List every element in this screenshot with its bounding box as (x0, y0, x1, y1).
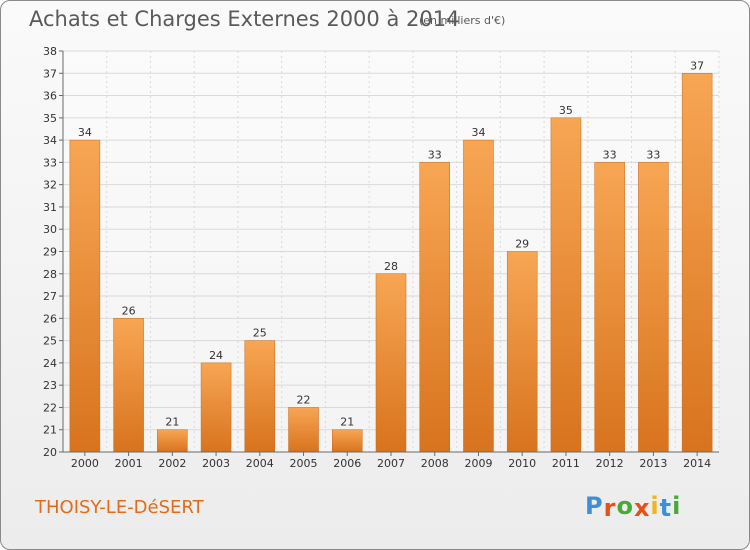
bar-2014 (681, 73, 713, 453)
value-label-2000: 34 (78, 126, 92, 139)
y-tick-label: 27 (43, 290, 57, 303)
value-label-2012: 33 (603, 148, 617, 161)
x-tick-label-2006: 2006 (333, 457, 361, 470)
logo-letter: t (659, 494, 673, 522)
x-tick-label-2002: 2002 (158, 457, 186, 470)
value-label-2002: 21 (165, 416, 179, 429)
value-label-2001: 26 (122, 304, 136, 317)
value-label-2005: 22 (297, 393, 311, 406)
chart-title: Achats et Charges Externes 2000 à 2014 (29, 7, 460, 31)
bar-2003 (200, 362, 232, 453)
bar-2010 (506, 251, 538, 453)
value-label-2007: 28 (384, 260, 398, 273)
x-tick-label-2003: 2003 (202, 457, 230, 470)
y-tick-label: 28 (43, 268, 57, 281)
logo-letter: r (603, 494, 617, 522)
logo-letter: x (633, 494, 651, 522)
x-tick-label-2014: 2014 (683, 457, 711, 470)
y-tick-label: 36 (43, 90, 57, 103)
y-tick-label: 37 (43, 67, 57, 80)
x-tick-label-2000: 2000 (71, 457, 99, 470)
x-tick-label-2005: 2005 (290, 457, 318, 470)
value-label-2014: 37 (690, 59, 704, 72)
value-label-2010: 29 (515, 238, 529, 251)
x-tick-label-2001: 2001 (115, 457, 143, 470)
bar-2013 (638, 162, 669, 453)
logo-letter: P (585, 492, 604, 520)
bar-2009 (463, 139, 494, 453)
bar-2005 (288, 407, 319, 453)
y-tick-label: 33 (43, 156, 57, 169)
x-tick-label-2007: 2007 (377, 457, 405, 470)
x-tick-label-2010: 2010 (508, 457, 536, 470)
bar-2001 (113, 318, 144, 453)
y-tick-label: 20 (43, 446, 57, 459)
value-label-2003: 24 (209, 349, 223, 362)
y-tick-label: 29 (43, 246, 57, 259)
value-label-2004: 25 (253, 327, 267, 340)
x-tick-label-2009: 2009 (464, 457, 492, 470)
x-tick-label-2008: 2008 (421, 457, 449, 470)
y-tick-label: 30 (43, 223, 57, 236)
logo-letter: i (650, 492, 660, 520)
bar-2008 (419, 162, 450, 453)
x-tick-label-2004: 2004 (246, 457, 274, 470)
y-tick-label: 26 (43, 312, 57, 325)
bar-2012 (594, 162, 625, 453)
value-label-2011: 35 (559, 104, 573, 117)
x-tick-label-2013: 2013 (639, 457, 667, 470)
bar-2011 (550, 117, 582, 453)
bar-2000 (69, 139, 101, 453)
x-tick-label-2012: 2012 (596, 457, 624, 470)
y-tick-label: 22 (43, 401, 57, 414)
x-tick-label-2011: 2011 (552, 457, 580, 470)
y-tick-label: 25 (43, 335, 57, 348)
logo-letter: i (672, 492, 682, 520)
chart-unit: (en milliers d'€) (419, 14, 506, 27)
place-name: THOISY-LE-DéSERT (35, 497, 204, 518)
bar-2006 (332, 429, 363, 453)
y-tick-label: 24 (43, 357, 57, 370)
bar-2002 (157, 429, 188, 453)
value-label-2006: 21 (340, 416, 354, 429)
y-tick-label: 23 (43, 379, 57, 392)
y-tick-label: 21 (43, 424, 57, 437)
y-tick-label: 31 (43, 201, 57, 214)
y-tick-label: 32 (43, 179, 57, 192)
value-label-2008: 33 (428, 148, 442, 161)
y-tick-label: 35 (43, 112, 57, 125)
proxiti-logo: Proxiti (585, 492, 682, 522)
value-label-2013: 33 (646, 148, 660, 161)
logo-letter: o (616, 492, 634, 520)
y-tick-label: 38 (43, 45, 57, 58)
y-tick-label: 34 (43, 134, 57, 147)
bar-2004 (244, 340, 276, 453)
bar-2007 (375, 273, 407, 453)
value-label-2009: 34 (471, 126, 485, 139)
